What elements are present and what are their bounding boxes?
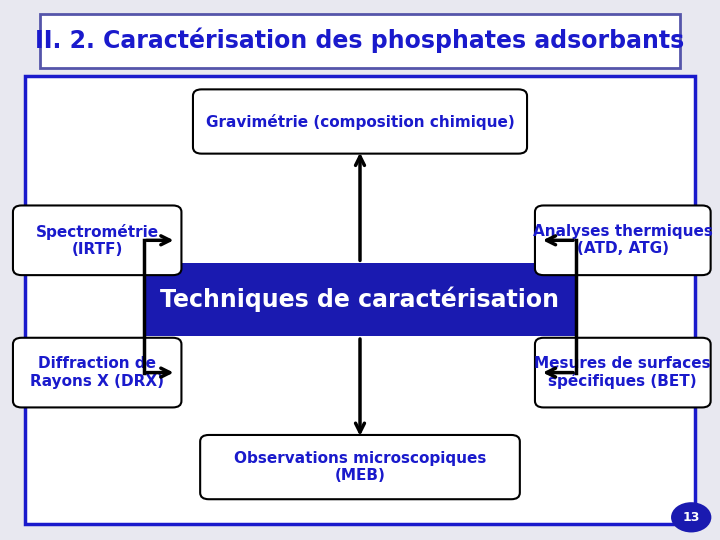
Text: Observations microscopiques
(MEB): Observations microscopiques (MEB) xyxy=(234,451,486,483)
FancyBboxPatch shape xyxy=(200,435,520,499)
Text: Diffraction de
Rayons X (DRX): Diffraction de Rayons X (DRX) xyxy=(30,356,164,389)
Text: Techniques de caractérisation: Techniques de caractérisation xyxy=(161,287,559,313)
FancyBboxPatch shape xyxy=(13,338,181,407)
FancyBboxPatch shape xyxy=(40,14,680,68)
Text: Mesures de surfaces
spécifiques (BET): Mesures de surfaces spécifiques (BET) xyxy=(534,356,711,389)
Text: II. 2. Caractérisation des phosphates adsorbants: II. 2. Caractérisation des phosphates ad… xyxy=(35,28,685,53)
FancyBboxPatch shape xyxy=(535,338,711,407)
Text: Analyses thermiques
(ATD, ATG): Analyses thermiques (ATD, ATG) xyxy=(533,224,713,256)
Circle shape xyxy=(671,502,711,532)
FancyBboxPatch shape xyxy=(25,76,695,524)
Text: Gravimétrie (composition chimique): Gravimétrie (composition chimique) xyxy=(206,113,514,130)
Text: 13: 13 xyxy=(683,511,700,524)
FancyBboxPatch shape xyxy=(535,205,711,275)
FancyBboxPatch shape xyxy=(193,89,527,153)
FancyBboxPatch shape xyxy=(13,205,181,275)
FancyBboxPatch shape xyxy=(144,263,576,336)
Text: Spectrométrie
(IRTF): Spectrométrie (IRTF) xyxy=(35,224,159,257)
